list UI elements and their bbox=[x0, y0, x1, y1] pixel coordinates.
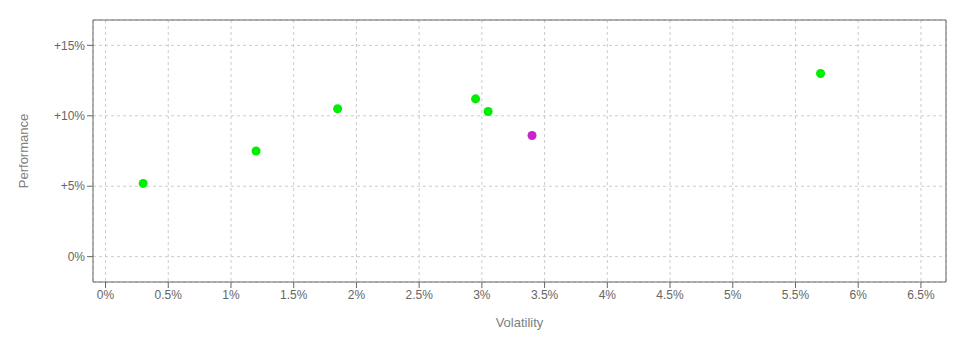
svg-text:6.5%: 6.5% bbox=[907, 288, 935, 302]
svg-text:4%: 4% bbox=[599, 288, 617, 302]
svg-text:2%: 2% bbox=[348, 288, 366, 302]
svg-text:5%: 5% bbox=[724, 288, 742, 302]
svg-text:6%: 6% bbox=[850, 288, 868, 302]
svg-text:+10%: +10% bbox=[54, 109, 85, 123]
svg-text:5.5%: 5.5% bbox=[782, 288, 810, 302]
svg-text:3%: 3% bbox=[473, 288, 491, 302]
svg-text:4.5%: 4.5% bbox=[656, 288, 684, 302]
svg-text:0.5%: 0.5% bbox=[155, 288, 183, 302]
svg-text:Performance: Performance bbox=[16, 114, 31, 188]
svg-text:0%: 0% bbox=[68, 250, 86, 264]
svg-text:1%: 1% bbox=[222, 288, 240, 302]
svg-text:1.5%: 1.5% bbox=[280, 288, 308, 302]
svg-text:+5%: +5% bbox=[61, 179, 86, 193]
svg-text:0%: 0% bbox=[97, 288, 115, 302]
svg-text:+15%: +15% bbox=[54, 39, 85, 53]
svg-text:3.5%: 3.5% bbox=[531, 288, 559, 302]
svg-text:Volatility: Volatility bbox=[496, 315, 544, 330]
svg-text:2.5%: 2.5% bbox=[405, 288, 433, 302]
